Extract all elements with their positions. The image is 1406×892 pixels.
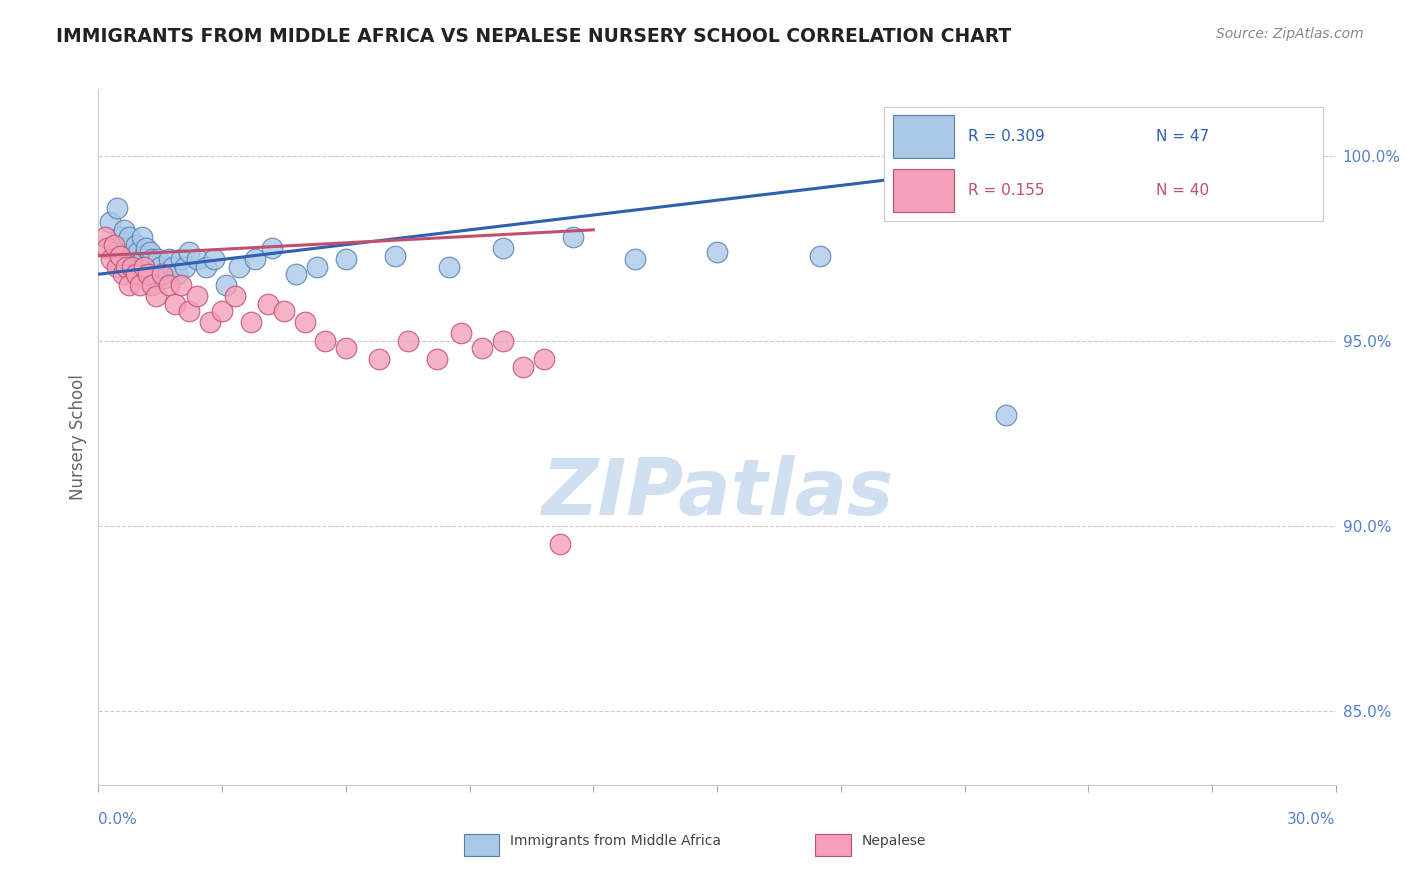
Text: Source: ZipAtlas.com: Source: ZipAtlas.com xyxy=(1216,27,1364,41)
Point xyxy=(396,334,419,348)
Point xyxy=(170,252,193,267)
Point xyxy=(1233,119,1256,133)
Point xyxy=(179,304,201,318)
Point xyxy=(533,352,555,367)
Point xyxy=(150,267,173,281)
Point xyxy=(157,278,180,293)
Point xyxy=(103,237,125,252)
Point xyxy=(148,252,170,267)
Point xyxy=(115,260,138,274)
Point xyxy=(367,352,389,367)
Text: Immigrants from Middle Africa: Immigrants from Middle Africa xyxy=(510,834,721,847)
Point xyxy=(240,315,263,329)
Point xyxy=(112,223,135,237)
Point xyxy=(179,245,201,260)
Point xyxy=(186,252,208,267)
Point xyxy=(260,241,283,255)
Point xyxy=(491,334,513,348)
Point xyxy=(135,241,157,255)
Point xyxy=(98,215,121,229)
Point xyxy=(471,341,494,355)
Point xyxy=(550,537,572,551)
Point xyxy=(1180,130,1202,145)
Point xyxy=(128,256,150,270)
Point xyxy=(186,289,208,303)
Point xyxy=(127,245,149,260)
Point xyxy=(141,278,163,293)
Text: 30.0%: 30.0% xyxy=(1288,812,1336,827)
Point xyxy=(273,304,295,318)
Point xyxy=(426,352,449,367)
Point xyxy=(118,278,141,293)
Point xyxy=(132,260,155,274)
Point xyxy=(149,260,172,274)
Point xyxy=(115,241,138,255)
Point xyxy=(224,289,246,303)
Point xyxy=(136,260,159,274)
Point xyxy=(174,260,197,274)
Point xyxy=(243,252,266,267)
Point xyxy=(512,359,534,374)
Point xyxy=(314,334,336,348)
Point xyxy=(120,252,142,267)
Point xyxy=(157,252,180,267)
Point xyxy=(108,249,131,263)
Point xyxy=(163,297,186,311)
Point xyxy=(335,341,357,355)
Point xyxy=(128,278,150,293)
Point xyxy=(141,252,163,267)
Point xyxy=(256,297,278,311)
Text: ZIPatlas: ZIPatlas xyxy=(541,455,893,531)
Point xyxy=(623,252,645,267)
Point xyxy=(105,201,128,215)
Point xyxy=(706,245,728,260)
Point xyxy=(153,271,176,285)
Point xyxy=(285,267,308,281)
Point xyxy=(121,260,143,274)
Point xyxy=(335,252,357,267)
Point xyxy=(131,230,153,244)
Text: IMMIGRANTS FROM MIDDLE AFRICA VS NEPALESE NURSERY SCHOOL CORRELATION CHART: IMMIGRANTS FROM MIDDLE AFRICA VS NEPALES… xyxy=(56,27,1011,45)
Point xyxy=(228,260,250,274)
Point xyxy=(145,289,167,303)
Point xyxy=(112,267,135,281)
Text: 0.0%: 0.0% xyxy=(98,812,138,827)
Point xyxy=(994,408,1017,422)
Point xyxy=(450,326,472,341)
Point xyxy=(96,241,118,255)
Point xyxy=(105,260,128,274)
Point xyxy=(143,267,166,281)
Point xyxy=(110,230,132,244)
Point xyxy=(139,245,162,260)
Text: Nepalese: Nepalese xyxy=(862,834,927,847)
Point xyxy=(561,230,583,244)
Point xyxy=(170,278,193,293)
Point xyxy=(194,260,217,274)
Point xyxy=(211,304,233,318)
Point xyxy=(491,241,513,255)
Y-axis label: Nursery School: Nursery School xyxy=(69,374,87,500)
Point xyxy=(215,278,238,293)
Point xyxy=(437,260,460,274)
Point xyxy=(384,249,406,263)
Point xyxy=(100,252,122,267)
Point xyxy=(124,237,146,252)
Point xyxy=(162,260,184,274)
Point xyxy=(808,249,831,263)
Point xyxy=(294,315,316,329)
Point xyxy=(305,260,328,274)
Point xyxy=(122,260,145,274)
Point xyxy=(118,230,141,244)
Point xyxy=(93,230,115,244)
Point xyxy=(124,267,146,281)
Point xyxy=(198,315,221,329)
Point xyxy=(136,267,159,281)
Point xyxy=(202,252,225,267)
Point xyxy=(132,249,155,263)
Point xyxy=(166,267,188,281)
